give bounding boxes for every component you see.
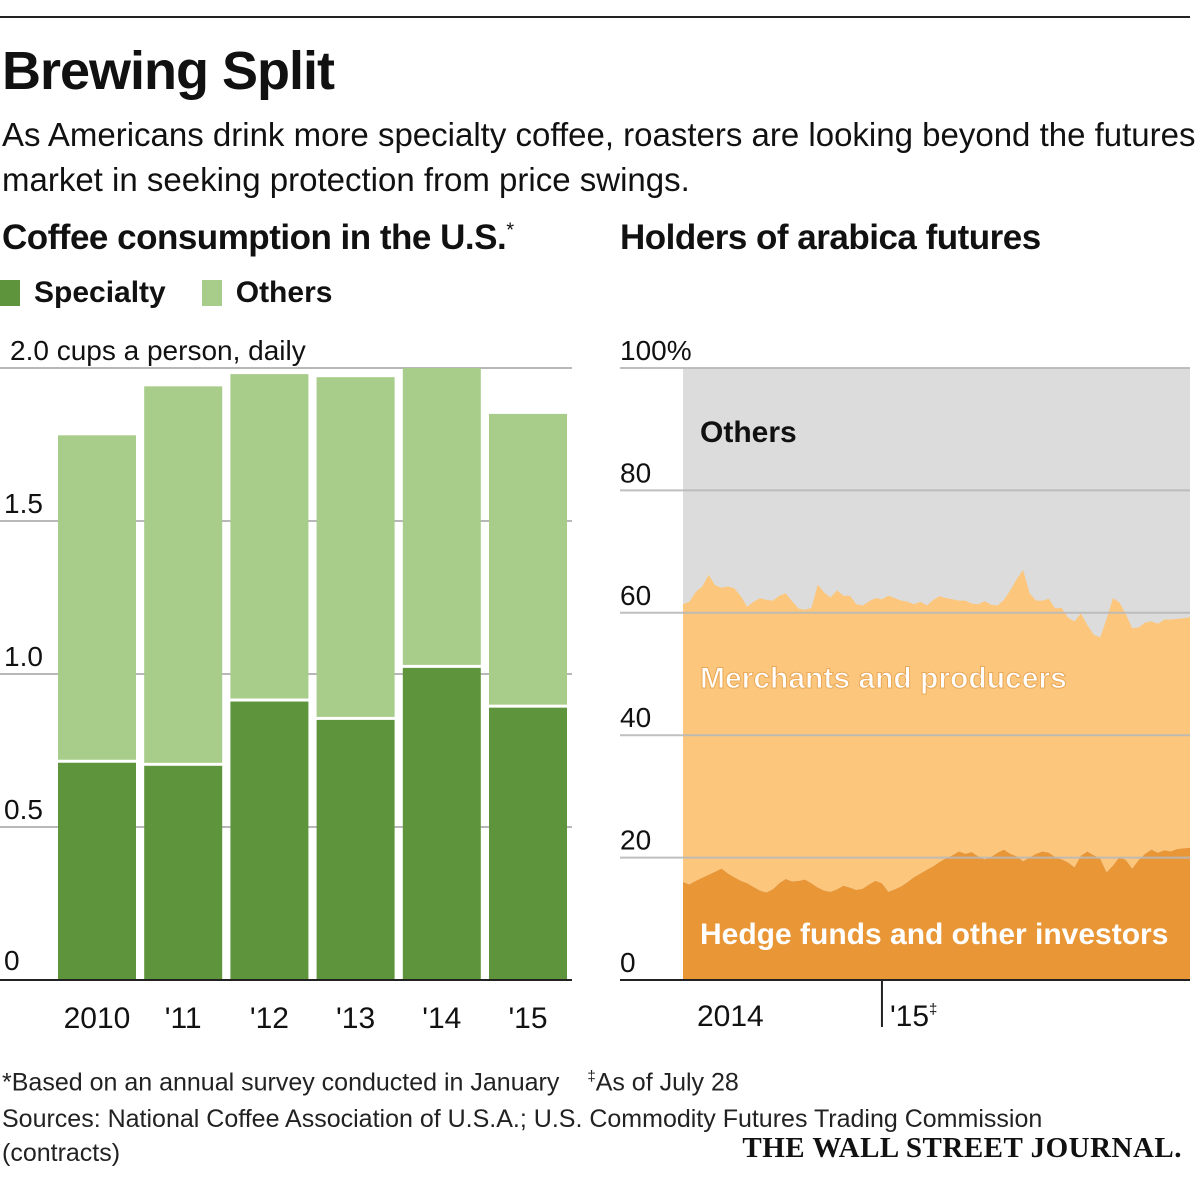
top-rule: [0, 16, 1190, 18]
bar-xtick-label: 2010: [64, 1002, 131, 1035]
footnote-line: *Based on an annual survey conducted in …: [2, 1068, 739, 1097]
area-xtick-label-2015: '15‡: [890, 1000, 937, 1033]
area-ytick-label: 20: [620, 825, 651, 856]
area-hedge-funds: [683, 847, 1190, 980]
area-panel-title: Holders of arabica futures: [620, 218, 1041, 257]
bar-others-'14: [402, 368, 481, 665]
area-label-others: Others: [700, 416, 797, 449]
bar-specialty-'14: [402, 667, 481, 980]
sources-note: Sources: National Coffee Association of …: [2, 1105, 1043, 1167]
chart-subtitle: As Americans drink more specialty coffee…: [2, 116, 1196, 198]
bar-panel-title-text: Coffee consumption in the U.S.: [2, 218, 507, 257]
area-ytick-label: 100%: [620, 335, 692, 366]
bar-xtick-label: '14: [422, 1002, 461, 1035]
area-xtick-label-2014: 2014: [697, 1000, 764, 1033]
bar-specialty-'13: [316, 719, 395, 980]
area-label-merchants: Merchants and producers: [700, 662, 1067, 695]
bar-others-2010: [58, 435, 136, 760]
legend-item-others: Others: [201, 276, 333, 310]
bar-xtick-label: '12: [250, 1002, 289, 1035]
area-ytick-label: 60: [620, 580, 651, 611]
bar-xtick-label: '13: [336, 1002, 375, 1035]
bar-unit-label: 2.0 cups a person, daily: [10, 335, 306, 366]
area-label-hedge: Hedge funds and other investors: [700, 918, 1168, 951]
legend-item-specialty: Specialty: [0, 276, 166, 310]
bar-xtick-label: '11: [165, 1002, 202, 1035]
bar-ytick-label: 1.5: [4, 488, 43, 519]
bar-specialty-'12: [230, 701, 309, 980]
area-xtick-mark: ‡: [929, 1001, 937, 1018]
legend-label-others: Others: [235, 276, 333, 309]
wsj-logo: THE WALL STREET JOURNAL.: [742, 1132, 1182, 1164]
asterisk-note: Based on an annual survey conducted in J…: [11, 1068, 560, 1097]
bar-specialty-'11: [144, 765, 223, 980]
bar-others-'15: [489, 413, 567, 705]
bar-others-'12: [230, 374, 309, 699]
bar-xtick-label: '15: [508, 1002, 547, 1035]
asterisk-mark: *: [2, 1068, 12, 1097]
bar-legend: Specialty Others: [0, 276, 368, 310]
bar-specialty-'15: [489, 707, 567, 980]
bar-others-'13: [316, 377, 395, 717]
bar-panel-title: Coffee consumption in the U.S.*: [2, 218, 514, 258]
area-merchants-producers: [683, 570, 1190, 893]
dagger-note: As of July 28: [595, 1068, 739, 1097]
legend-label-specialty: Specialty: [34, 276, 166, 309]
dagger-mark: ‡: [587, 1068, 596, 1085]
bar-ytick-label: 0.5: [4, 794, 43, 825]
area-ytick-label: 80: [620, 457, 651, 488]
area-ytick-label: 0: [620, 947, 636, 978]
area-ytick-label: 40: [620, 702, 651, 733]
bar-specialty-2010: [58, 762, 136, 980]
bar-panel-title-mark: *: [506, 219, 514, 242]
legend-swatch-specialty: [0, 280, 20, 306]
bar-ytick-label: 0: [4, 945, 20, 976]
legend-swatch-others: [201, 280, 222, 306]
bar-others-'11: [144, 386, 223, 763]
chart-title: Brewing Split: [2, 41, 335, 101]
bar-ytick-label: 1.0: [4, 641, 43, 672]
